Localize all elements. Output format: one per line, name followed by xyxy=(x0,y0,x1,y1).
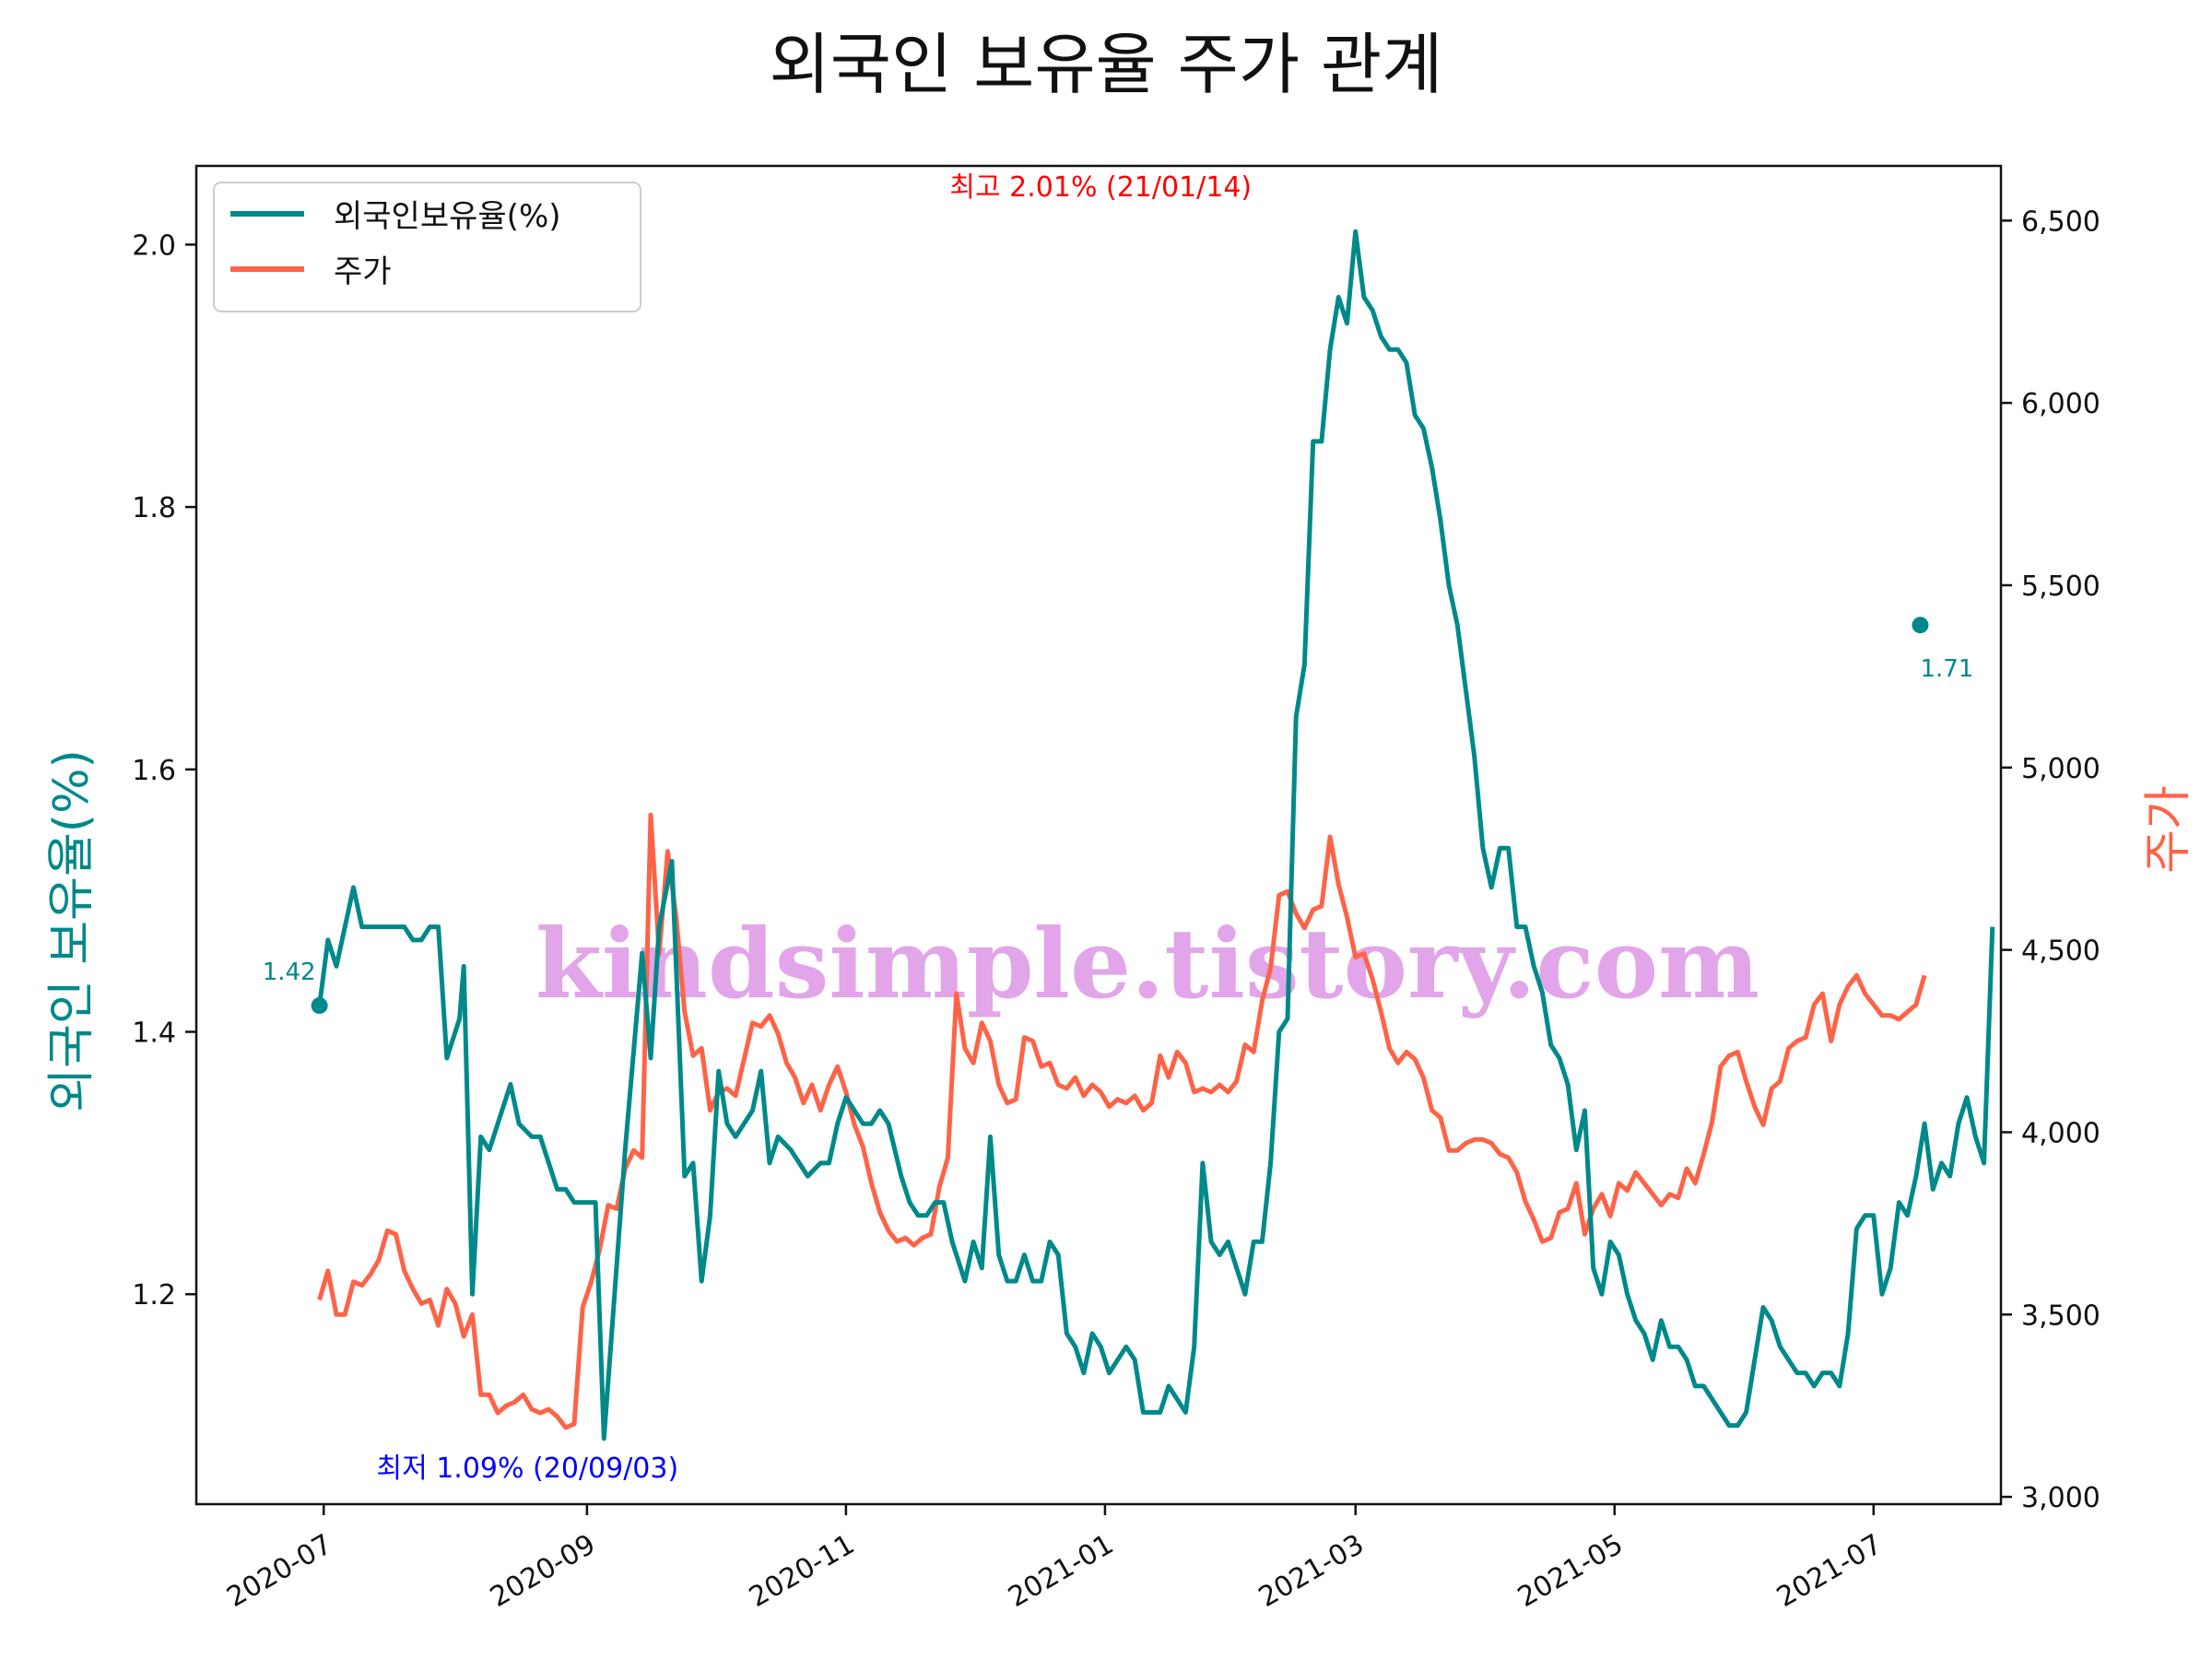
y-right-tick-label: 4,000 xyxy=(2021,1117,2100,1149)
y-left-tick-label: 2.0 xyxy=(132,229,176,262)
y-left-tick-label: 1.8 xyxy=(132,492,176,524)
x-tick-label: 2021-01 xyxy=(1003,1528,1119,1614)
start-value-label: 1.42 xyxy=(263,959,316,986)
legend-label-price: 주가 xyxy=(334,253,392,290)
x-axis: 2020-07 2020-09 2020-11 2021-01 2021-03 2021-… xyxy=(221,1504,1888,1614)
chart-title: 외국인 보유율 주가 관계 xyxy=(769,26,1442,103)
y-left-tick-label: 1.6 xyxy=(132,755,176,787)
y-right-tick-label: 5,500 xyxy=(2021,571,2100,603)
y-left-tick-label: 1.2 xyxy=(132,1279,176,1312)
watermark-text: kindsimple.tistory.com xyxy=(535,907,1759,1020)
max-annotation: 최고 2.01% (21/01/14) xyxy=(949,171,1252,204)
plot-area xyxy=(194,164,2003,1506)
x-tick-label: 2020-11 xyxy=(744,1528,860,1614)
y-axis-right-title: 주가 xyxy=(2141,785,2196,874)
series-line-price xyxy=(317,812,1927,1430)
y-left-tick-label: 1.4 xyxy=(132,1018,176,1050)
legend: 외국인보유율(%) 주가 xyxy=(213,182,641,312)
legend-label-ratio: 외국인보유율(%) xyxy=(334,198,561,235)
series-group xyxy=(317,229,1995,1441)
min-annotation: 최저 1.09% (20/09/03) xyxy=(376,1453,678,1485)
x-tick-label: 2021-07 xyxy=(1771,1528,1888,1614)
y-right-tick-label: 6,500 xyxy=(2021,206,2100,238)
series-line-ratio xyxy=(317,229,1995,1441)
y-right-tick-label: 5,000 xyxy=(2021,753,2100,785)
x-tick-label: 2021-05 xyxy=(1512,1528,1629,1614)
y-axis-left-title: 외국인 보유율(%) xyxy=(44,749,100,1112)
start-marker xyxy=(311,997,328,1015)
annotations: 최고 2.01% (21/01/14) 최저 1.09% (20/09/03) 1.… xyxy=(263,171,1974,1485)
y-right-tick-label: 3,500 xyxy=(2021,1300,2100,1332)
legend-box xyxy=(213,182,641,312)
end-marker xyxy=(1912,617,1929,634)
x-tick-label: 2020-09 xyxy=(485,1528,601,1614)
end-value-label: 1.71 xyxy=(1920,655,1973,683)
x-tick-label: 2021-03 xyxy=(1253,1528,1370,1614)
y-right-tick-label: 6,000 xyxy=(2021,388,2100,420)
x-tick-label: 2020-07 xyxy=(221,1528,337,1614)
y-axis-right: 3,000 3,500 4,000 4,500 5,000 5,500 6,000 6,500 xyxy=(2001,206,2100,1514)
y-axis-left: 1.2 1.4 1.6 1.8 2.0 xyxy=(132,229,196,1312)
y-right-tick-label: 4,500 xyxy=(2021,935,2100,968)
watermark: kindsimple.tistory.com xyxy=(535,907,1759,1020)
y-right-tick-label: 3,000 xyxy=(2021,1482,2100,1514)
